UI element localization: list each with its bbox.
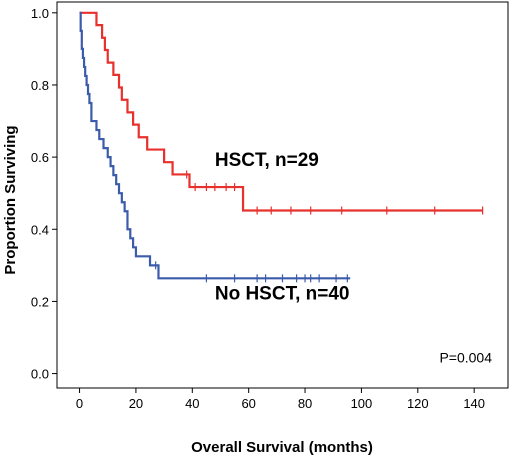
x-tick-label: 140	[463, 396, 485, 411]
x-tick-label: 40	[185, 396, 199, 411]
axes: 0 20 40 60 80 100 120 140 0.0 0.2 0.4 0.6 0.8 1.0	[31, 6, 485, 411]
y-tick-label: 0.8	[31, 78, 49, 93]
x-tick-label: 120	[407, 396, 429, 411]
y-tick-label: 1.0	[31, 6, 49, 21]
y-tick-label: 0.2	[31, 294, 49, 309]
x-axis-title: Overall Survival (months)	[191, 439, 373, 456]
x-tick-label: 60	[241, 396, 255, 411]
hsct-series-label: HSCT, n=29	[215, 150, 319, 171]
survival-curve-no-hsct	[79, 11, 351, 280]
survival-curve-hsct	[79, 11, 483, 212]
y-tick-label: 0.0	[31, 367, 49, 382]
y-tick-label: 0.4	[31, 222, 49, 237]
annotations-layer: HSCT, n=29 No HSCT, n=40 P=0.004	[215, 150, 492, 366]
y-axis-title: Proportion Surviving	[2, 125, 19, 274]
no-hsct-series-label: No HSCT, n=40	[215, 284, 350, 305]
x-tick-label: 0	[76, 396, 83, 411]
series-layer	[79, 11, 484, 283]
y-tick-label: 0.6	[31, 150, 49, 165]
plot-frame	[56, 1, 509, 389]
x-tick-label: 100	[351, 396, 373, 411]
x-tick-label: 80	[298, 396, 312, 411]
x-tick-label: 20	[129, 396, 143, 411]
p-value-label: P=0.004	[439, 350, 492, 366]
